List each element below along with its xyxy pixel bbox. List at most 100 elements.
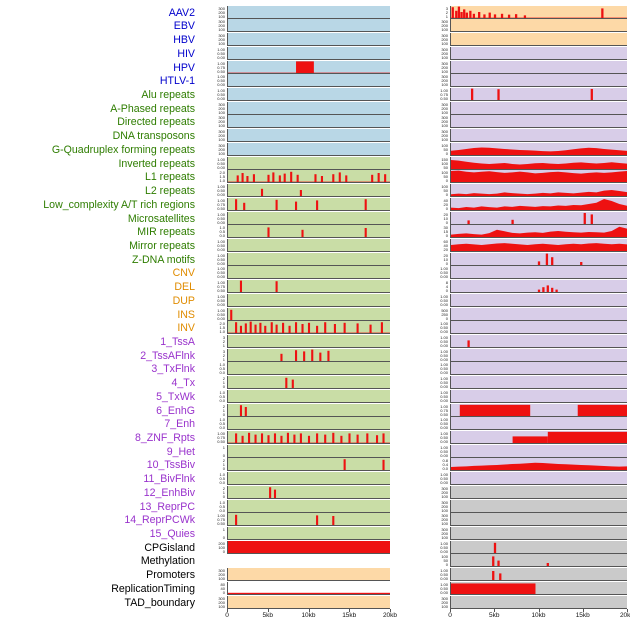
track-panel bbox=[227, 74, 390, 88]
y-tick-label: 0.50 bbox=[440, 297, 448, 303]
y-tick-label: 8 bbox=[445, 281, 448, 286]
y-tick-label: 1.00 bbox=[440, 89, 448, 94]
y-tick-label: 200 bbox=[441, 489, 448, 495]
signal-plot bbox=[228, 60, 390, 73]
y-tick-label: 300 bbox=[441, 102, 448, 107]
y-tick-label: 0.75 bbox=[217, 284, 225, 290]
track-rows: AAV2 300 200 100 3 2 1 EBV 300 200 100 300 200 100 HBV… bbox=[0, 5, 627, 609]
y-axis-ticks: 1.000.750.500.250.00 bbox=[200, 62, 227, 74]
y-tick-label: 1 bbox=[222, 445, 225, 450]
y-axis-ticks: 300 200 100 bbox=[390, 34, 450, 46]
y-tick-label: 200 bbox=[441, 37, 448, 43]
track-panel bbox=[227, 211, 390, 225]
track-panel bbox=[227, 225, 390, 239]
y-tick-label: 0 bbox=[222, 548, 225, 554]
y-tick-label: 50 bbox=[443, 146, 448, 152]
signal-plot bbox=[451, 147, 627, 155]
y-tick-label: 300 bbox=[218, 6, 225, 11]
signal-plot bbox=[451, 513, 627, 525]
signal-plot bbox=[228, 568, 390, 580]
y-tick-label: 2.0 bbox=[219, 322, 225, 327]
y-axis-ticks: 1.00 0.50 0.00 bbox=[200, 295, 227, 307]
track-panel bbox=[450, 362, 627, 376]
y-axis-ticks: 300 200 100 bbox=[200, 144, 227, 156]
track-panel bbox=[450, 444, 627, 458]
x-axis-left: 0 5kb 10kb 15kb 20kb bbox=[225, 608, 397, 624]
y-tick-label: 0.00 bbox=[217, 301, 225, 307]
y-tick-label: 1.00 bbox=[217, 198, 225, 203]
track-label: 13_ReprPC bbox=[139, 500, 195, 513]
y-tick-label: 0.75 bbox=[440, 92, 448, 98]
track-panel bbox=[450, 74, 627, 88]
signal-plot bbox=[467, 340, 470, 347]
y-tick-label: 300 bbox=[218, 34, 225, 39]
track-label: 4_Tx bbox=[171, 377, 195, 390]
track-panel bbox=[227, 389, 390, 403]
y-tick-label: 300 bbox=[441, 486, 448, 491]
signal-plot bbox=[451, 321, 627, 333]
signal-plot bbox=[230, 309, 233, 320]
x-tick-mark bbox=[450, 608, 451, 612]
signal-plot bbox=[228, 74, 390, 86]
signal-plot bbox=[228, 157, 390, 169]
x-tick-mark bbox=[390, 608, 391, 612]
y-tick-label: 0 bbox=[445, 192, 448, 198]
y-tick-label: 0.0 bbox=[219, 370, 225, 376]
track-panel bbox=[450, 293, 627, 307]
track-row: Microsatellites 1.00 0.50 0.00 20 10 0 bbox=[0, 211, 627, 225]
signal-plot bbox=[239, 280, 278, 293]
track-label: 12_EnhBiv bbox=[143, 486, 195, 499]
track-panel bbox=[227, 46, 390, 60]
track-panel bbox=[227, 581, 390, 595]
track-row: EBV 300 200 100 300 200 100 bbox=[0, 19, 627, 33]
track-panel bbox=[227, 595, 390, 609]
signal-plot bbox=[451, 294, 627, 306]
y-tick-label: 100 bbox=[441, 171, 448, 176]
y-tick-label: 200 bbox=[218, 119, 225, 125]
y-tick-label: 20 bbox=[443, 253, 448, 258]
y-tick-label: 1.00 bbox=[217, 514, 225, 519]
signal-plot bbox=[285, 377, 294, 389]
y-axis-ticks: 1.00 0.50 0.00 bbox=[200, 89, 227, 101]
track-panel bbox=[450, 334, 627, 348]
y-tick-label: 0.75 bbox=[217, 64, 225, 70]
y-axis-ticks: 3210 bbox=[200, 336, 227, 348]
y-axis-ticks: 1.00 0.50 0.00 bbox=[390, 432, 450, 444]
x-tick-mark bbox=[308, 608, 310, 612]
track-panel bbox=[450, 19, 627, 33]
y-tick-label: 50 bbox=[443, 164, 448, 170]
y-axis-ticks: 2.01.51.00.50.0 bbox=[200, 171, 227, 183]
y-tick-label: 200 bbox=[441, 23, 448, 29]
y-tick-label: 10 bbox=[443, 215, 448, 221]
y-axis-ticks: 300 200 100 bbox=[390, 75, 450, 87]
y-tick-label: 1 bbox=[222, 489, 225, 495]
y-tick-label: 0.50 bbox=[440, 325, 448, 331]
y-tick-label: 100 bbox=[441, 535, 448, 541]
signal-plot bbox=[451, 362, 627, 374]
y-tick-label: 100 bbox=[441, 54, 448, 60]
y-tick-label: 250 bbox=[441, 311, 448, 317]
y-axis-ticks: 300 200 100 bbox=[390, 62, 450, 74]
track-row: 10_TssBiv 2 1 0 0.8 0.4 0.0 bbox=[0, 458, 627, 472]
y-tick-label: 0.50 bbox=[440, 338, 448, 344]
y-tick-label: 100 bbox=[218, 603, 225, 609]
y-tick-label: 150 bbox=[441, 157, 448, 162]
signal-plot bbox=[451, 6, 627, 18]
y-tick-label: 4 bbox=[445, 284, 448, 290]
y-tick-label: 0.00 bbox=[217, 192, 225, 198]
track-label: 8_ZNF_Rpts bbox=[134, 432, 195, 444]
y-tick-label: 80 bbox=[220, 582, 225, 587]
x-tick-label: 15kb bbox=[575, 611, 590, 619]
y-tick-label: 0 bbox=[445, 205, 448, 211]
y-tick-label: 1.00 bbox=[440, 322, 448, 327]
y-axis-ticks: 1.00 0.50 0.00 bbox=[390, 473, 450, 485]
y-tick-label: 0.00 bbox=[440, 397, 448, 403]
y-tick-label: 1.00 bbox=[440, 582, 448, 587]
track-row: Low_complexity A/T rich regions 1.00 0.75 0… bbox=[0, 197, 627, 211]
signal-plot bbox=[228, 592, 390, 594]
track-label: Methylation bbox=[140, 555, 195, 568]
